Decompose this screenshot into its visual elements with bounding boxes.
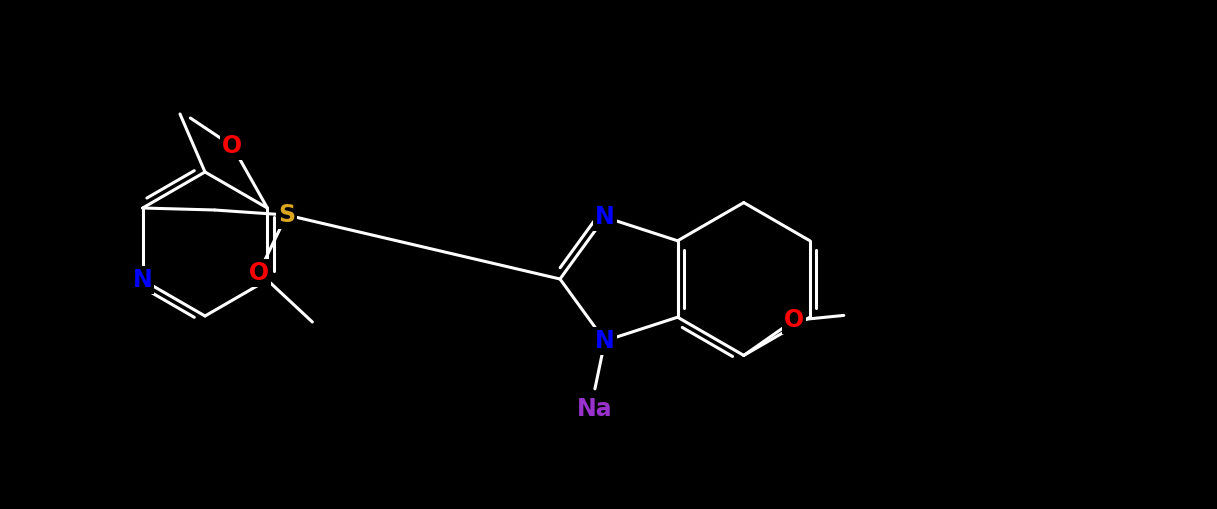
Text: N: N: [595, 329, 615, 353]
Text: N: N: [595, 205, 615, 229]
Text: Na: Na: [577, 397, 612, 421]
Text: S: S: [277, 203, 296, 227]
Text: O: O: [248, 261, 269, 285]
Text: O: O: [784, 308, 803, 332]
Text: O: O: [223, 134, 242, 158]
Text: N: N: [133, 268, 152, 292]
